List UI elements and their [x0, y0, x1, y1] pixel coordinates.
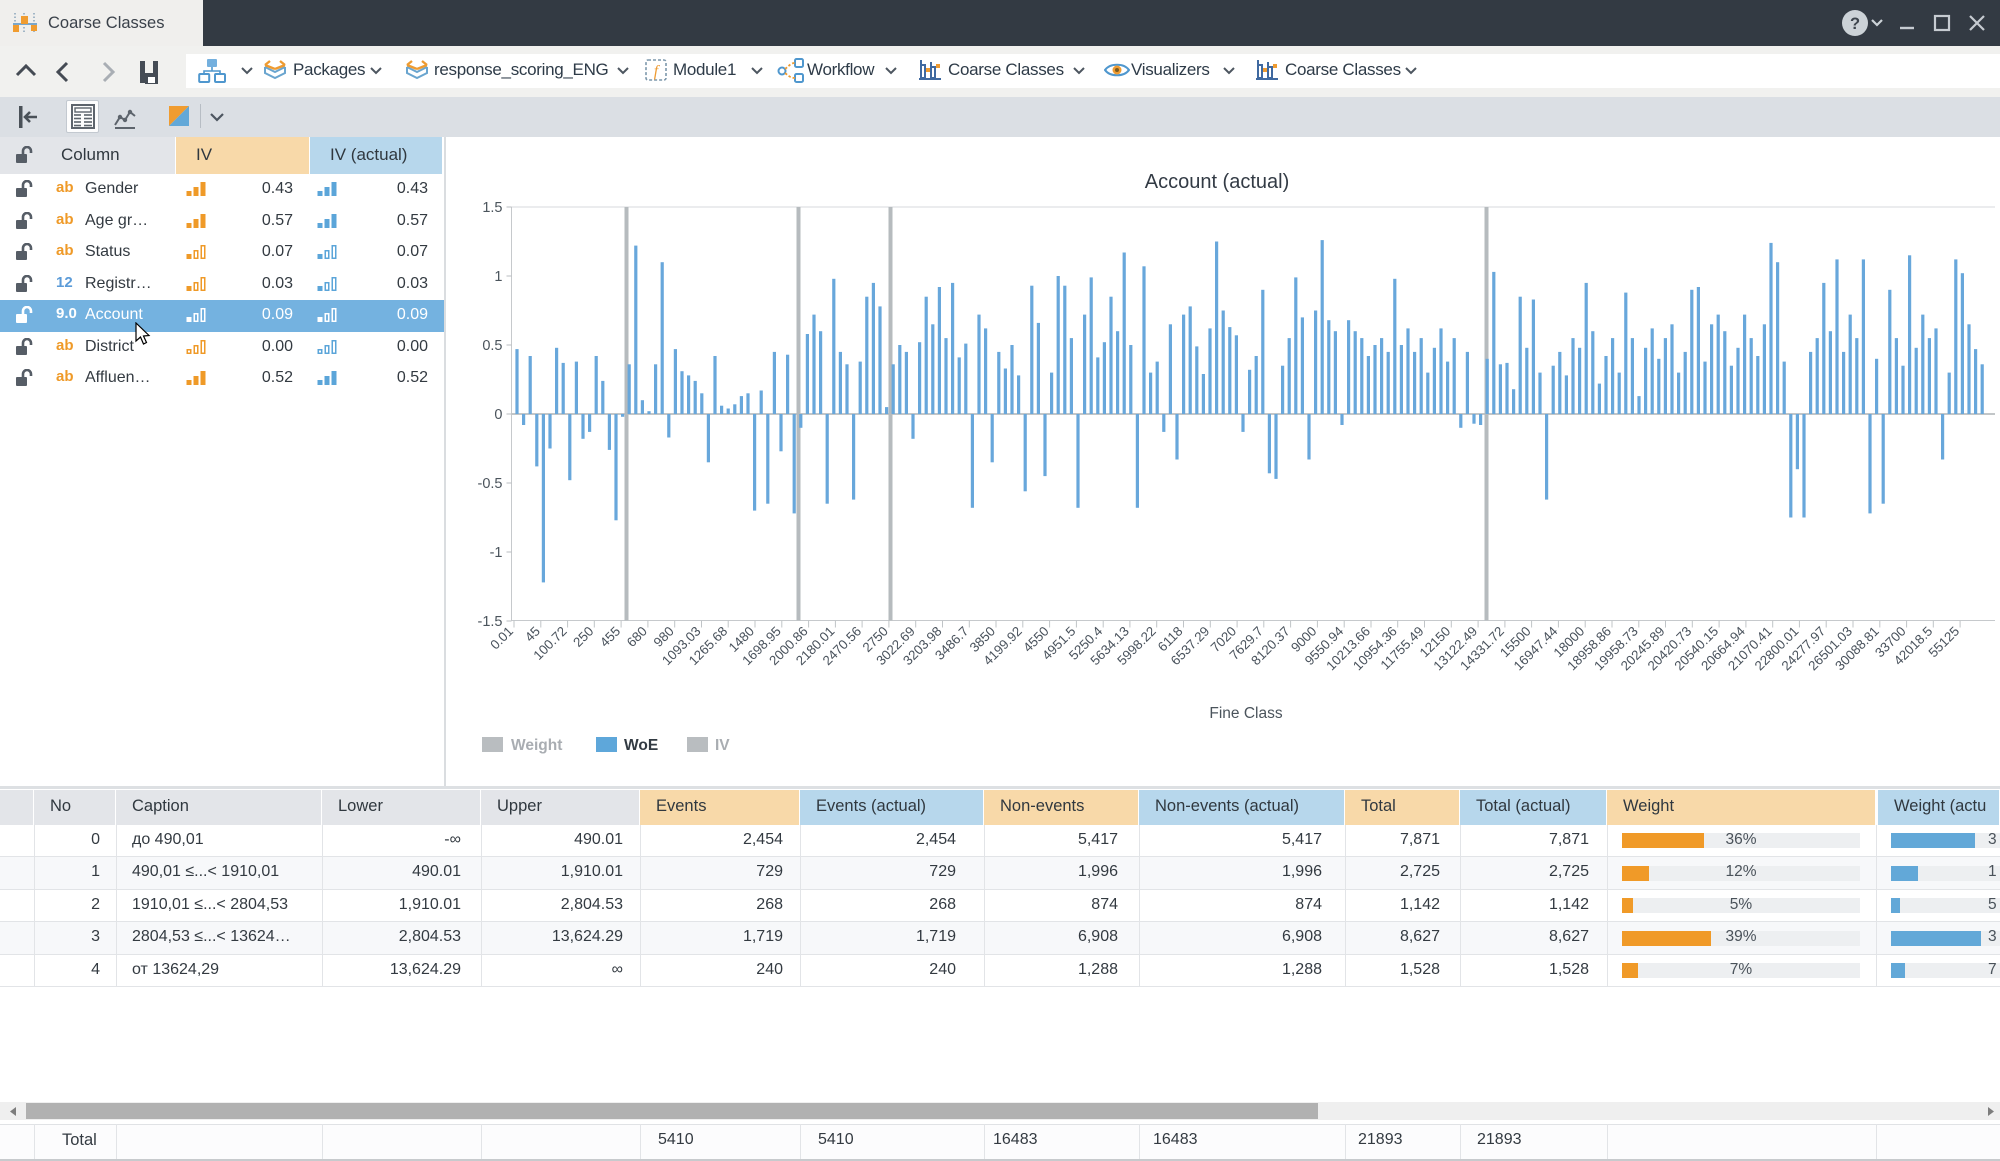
svg-text:?: ?: [1850, 15, 1860, 33]
svg-text:455: 455: [597, 624, 623, 650]
svg-text:WoE: WoE: [624, 737, 658, 754]
svg-text:45: 45: [522, 624, 543, 645]
svg-text:Account (actual): Account (actual): [1145, 171, 1290, 193]
svg-text:f: f: [654, 63, 661, 80]
svg-text:Fine Class: Fine Class: [1209, 705, 1282, 722]
svg-text:680: 680: [624, 624, 650, 650]
svg-text:IV: IV: [715, 737, 730, 754]
svg-text:55125: 55125: [1925, 624, 1962, 661]
svg-text:250: 250: [570, 624, 596, 650]
svg-text:0.5: 0.5: [482, 338, 502, 354]
svg-text:1.5: 1.5: [482, 200, 502, 216]
svg-text:-0.5: -0.5: [478, 476, 503, 492]
svg-text:-1: -1: [490, 545, 503, 561]
svg-text:0: 0: [494, 407, 502, 423]
svg-text:Weight: Weight: [511, 737, 562, 754]
svg-text:1: 1: [494, 269, 502, 285]
svg-text:-1.5: -1.5: [478, 614, 503, 630]
